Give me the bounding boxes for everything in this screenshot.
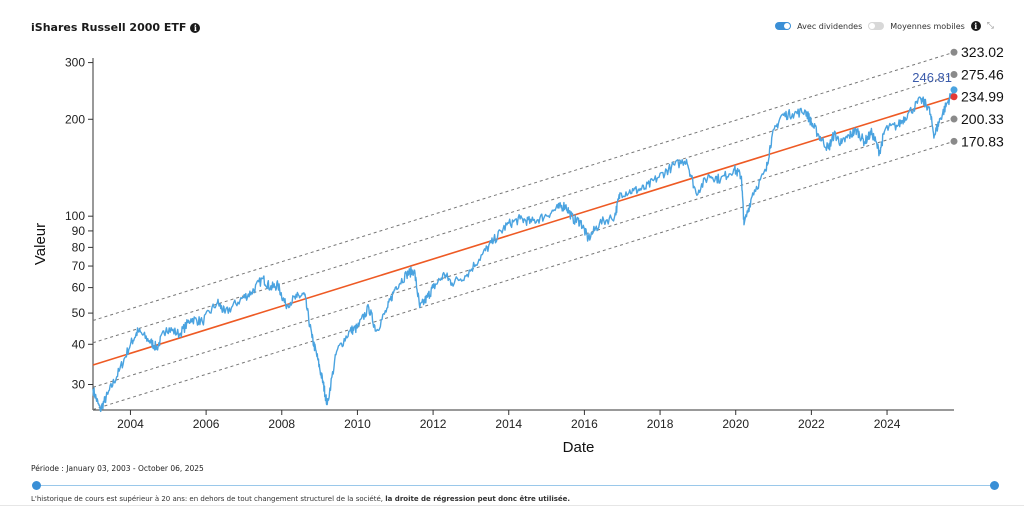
x-tick-label: 2008 bbox=[268, 417, 295, 431]
channel-value-label: 170.83 bbox=[961, 133, 1004, 149]
regression-end-dot bbox=[950, 93, 958, 101]
channel-line bbox=[92, 74, 955, 344]
note-bold-text: la droite de régression peut donc être u… bbox=[385, 495, 571, 503]
price-line bbox=[92, 86, 955, 413]
chart-title: iShares Russell 2000 ETF i bbox=[31, 21, 201, 34]
y-axis-label: Valeur bbox=[32, 223, 49, 265]
y-tick-label: 40 bbox=[72, 337, 86, 351]
y-tick-label: 300 bbox=[65, 56, 85, 70]
y-tick-label: 80 bbox=[72, 240, 86, 254]
channel-end-dot bbox=[950, 137, 958, 145]
moving-averages-toggle[interactable] bbox=[868, 22, 885, 30]
regression-line bbox=[92, 95, 955, 366]
y-tick-label: 90 bbox=[72, 224, 86, 238]
y-tick-label: 70 bbox=[72, 259, 86, 273]
current-price-label: 246.81 bbox=[912, 70, 952, 85]
title-text: iShares Russell 2000 ETF bbox=[31, 21, 187, 34]
x-tick-label: 2010 bbox=[344, 417, 371, 431]
channel-value-label: 234.99 bbox=[961, 89, 1004, 105]
y-tick-label: 30 bbox=[72, 378, 86, 392]
channel-value-label: 200.33 bbox=[961, 111, 1004, 127]
info-icon[interactable]: i bbox=[970, 21, 981, 31]
channel-value-label: 323.02 bbox=[961, 44, 1004, 60]
x-tick-label: 2004 bbox=[117, 417, 144, 431]
expand-icon[interactable]: ⤡ bbox=[986, 21, 994, 31]
moving-averages-toggle-label: Moyennes mobiles bbox=[890, 21, 965, 31]
y-tick-label: 60 bbox=[72, 281, 86, 295]
regression-note: L'historique de cours est supérieur à 20… bbox=[31, 495, 570, 503]
y-tick-label: 200 bbox=[65, 112, 85, 126]
y-tick-label: 100 bbox=[65, 209, 85, 223]
channel-end-dot bbox=[950, 115, 958, 123]
divider bbox=[0, 505, 1024, 506]
y-tick-label: 50 bbox=[72, 306, 86, 320]
x-tick-label: 2014 bbox=[495, 417, 522, 431]
channel-line bbox=[92, 140, 955, 411]
period-slider[interactable] bbox=[32, 481, 999, 491]
slider-start-handle[interactable] bbox=[32, 481, 41, 490]
channel-line bbox=[92, 51, 955, 321]
x-axis-label: Date bbox=[563, 439, 595, 456]
x-tick-label: 2018 bbox=[647, 417, 674, 431]
period-label: Période : January 03, 2003 - October 06,… bbox=[31, 464, 204, 473]
dividends-toggle[interactable] bbox=[775, 22, 792, 30]
current-price-dot bbox=[950, 86, 958, 94]
channel-end-dot bbox=[950, 71, 958, 79]
x-tick-label: 2020 bbox=[722, 417, 749, 431]
channel-end-dot bbox=[950, 48, 958, 56]
note-text: L'historique de cours est supérieur à 20… bbox=[31, 495, 384, 503]
info-icon[interactable]: i bbox=[190, 22, 201, 33]
channel-value-label: 275.46 bbox=[961, 67, 1004, 83]
x-tick-label: 2024 bbox=[874, 417, 901, 431]
slider-track bbox=[36, 485, 995, 486]
slider-end-handle[interactable] bbox=[990, 481, 999, 490]
x-tick-label: 2016 bbox=[571, 417, 598, 431]
dividends-toggle-label: Avec dividendes bbox=[797, 21, 863, 31]
x-tick-label: 2006 bbox=[193, 417, 220, 431]
x-tick-label: 2022 bbox=[798, 417, 825, 431]
channel-line bbox=[92, 118, 955, 388]
x-tick-label: 2012 bbox=[420, 417, 447, 431]
chart-options: Avec dividendes Moyennes mobiles i ⤡ bbox=[775, 21, 994, 31]
